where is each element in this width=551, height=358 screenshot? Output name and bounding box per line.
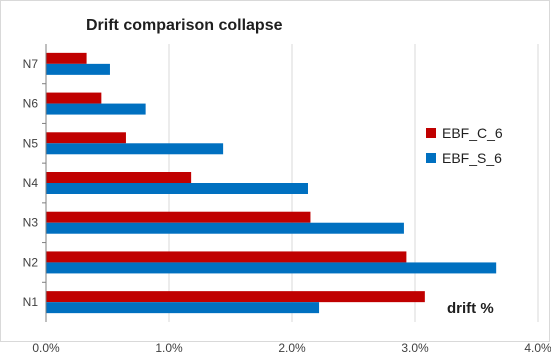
bar-EBF_C_6-N5 [46, 132, 126, 144]
bars [46, 52, 497, 314]
bar-EBF_C_6-N3 [46, 211, 311, 223]
legend-label: EBF_C_6 [442, 125, 503, 141]
x-tick-label: 3.0% [401, 341, 429, 355]
y-tick-label: N1 [23, 295, 39, 309]
bar-EBF_C_6-N2 [46, 251, 407, 263]
bar-EBF_C_6-N1 [46, 291, 425, 303]
chart-frame [0, 0, 550, 342]
y-axis: N1 N2 N3 N4 N5 N6 N7 [23, 44, 47, 322]
y-tick-label: N6 [23, 97, 39, 111]
bar-EBF_S_6-N3 [46, 222, 404, 234]
legend-label: EBF_S_6 [442, 150, 502, 166]
x-tick-label: 2.0% [278, 341, 306, 355]
y-tick-label: N4 [23, 176, 39, 190]
bar-EBF_C_6-N6 [46, 92, 102, 104]
bar-EBF_S_6-N5 [46, 143, 224, 155]
bar-EBF_S_6-N7 [46, 63, 110, 75]
bar-EBF_C_6-N7 [46, 52, 87, 64]
legend-swatch [426, 153, 436, 163]
x-tick-label: 0.0% [32, 341, 60, 355]
y-tick-label: N5 [23, 136, 39, 150]
legend: EBF_C_6 EBF_S_6 [426, 125, 503, 166]
legend-swatch [426, 128, 436, 138]
bar-EBF_S_6-N1 [46, 302, 320, 314]
y-tick-label: N3 [23, 216, 39, 230]
y-tick-label: N7 [23, 57, 39, 71]
bar-EBF_S_6-N6 [46, 103, 146, 115]
x-axis-labels: 0.0% 1.0% 2.0% 3.0% 4.0% [32, 341, 551, 355]
bar-EBF_S_6-N4 [46, 183, 308, 194]
x-tick-label: 1.0% [155, 341, 183, 355]
bar-EBF_C_6-N4 [46, 172, 192, 183]
chart-title: Drift comparison collapse [86, 17, 283, 34]
x-tick-label: 4.0% [524, 341, 551, 355]
y-tick-label: N2 [23, 255, 39, 269]
axis-annotation: drift % [447, 300, 494, 317]
bar-EBF_S_6-N2 [46, 262, 497, 274]
